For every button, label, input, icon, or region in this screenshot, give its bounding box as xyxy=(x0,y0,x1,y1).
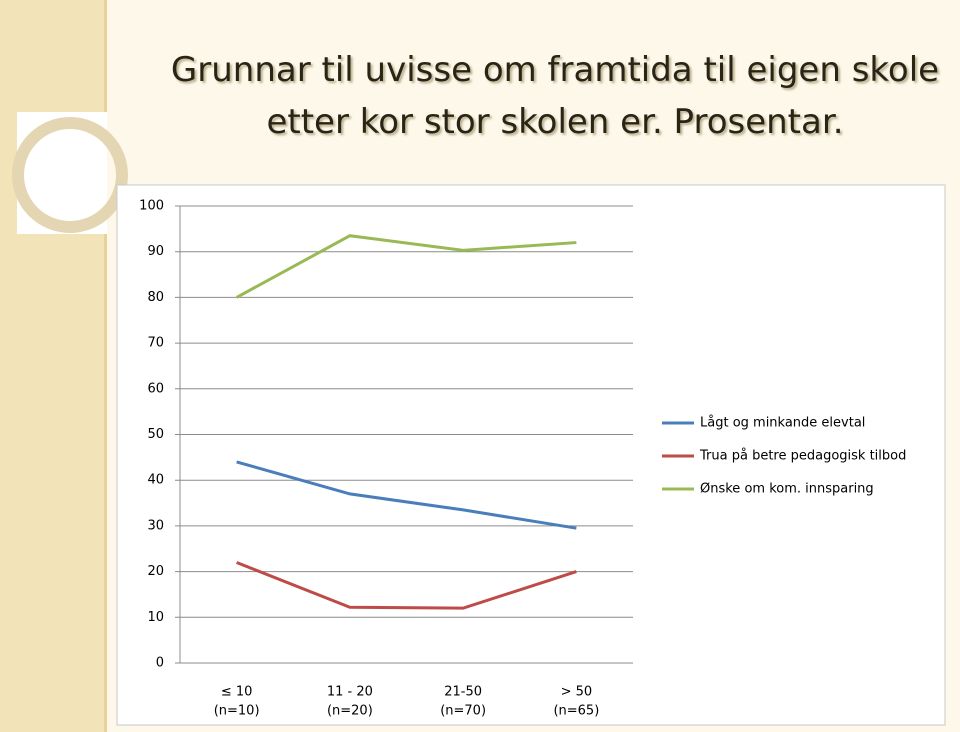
y-tick-label: 20 xyxy=(147,564,164,579)
y-tick-label: 0 xyxy=(156,656,164,671)
legend-label: Ønske om kom. innsparing xyxy=(700,482,874,497)
series-line xyxy=(236,561,577,610)
x-tick-label: 11 - 20 xyxy=(327,685,373,700)
y-tick-label: 60 xyxy=(147,381,164,396)
x-tick-count: (n=65) xyxy=(553,704,599,719)
y-tick-label: 30 xyxy=(147,518,164,533)
x-tick-label: ≤ 10 xyxy=(221,685,253,700)
x-tick-label: > 50 xyxy=(561,685,593,700)
y-tick-label: 90 xyxy=(147,244,164,259)
y-tick-label: 80 xyxy=(147,290,164,305)
decor-circle xyxy=(12,117,128,233)
series-line xyxy=(236,460,577,530)
legend-label: Trua på betre pedagogisk tilbod xyxy=(699,449,906,464)
y-tick-label: 50 xyxy=(147,427,164,442)
series-line xyxy=(235,234,577,299)
chart-frame xyxy=(116,184,946,726)
x-tick-label: 21-50 xyxy=(444,685,482,700)
y-tick-label: 100 xyxy=(139,199,164,214)
chart-title: Grunnar til uvisse om framtida til eigen… xyxy=(170,50,940,142)
y-tick-label: 70 xyxy=(147,336,164,351)
y-tick-label: 40 xyxy=(147,473,164,488)
y-tick-label: 10 xyxy=(147,610,164,625)
x-tick-count: (n=10) xyxy=(214,704,260,719)
legend-label: Lågt og minkande elevtal xyxy=(700,416,865,431)
x-tick-count: (n=70) xyxy=(440,704,486,719)
x-tick-count: (n=20) xyxy=(327,704,373,719)
